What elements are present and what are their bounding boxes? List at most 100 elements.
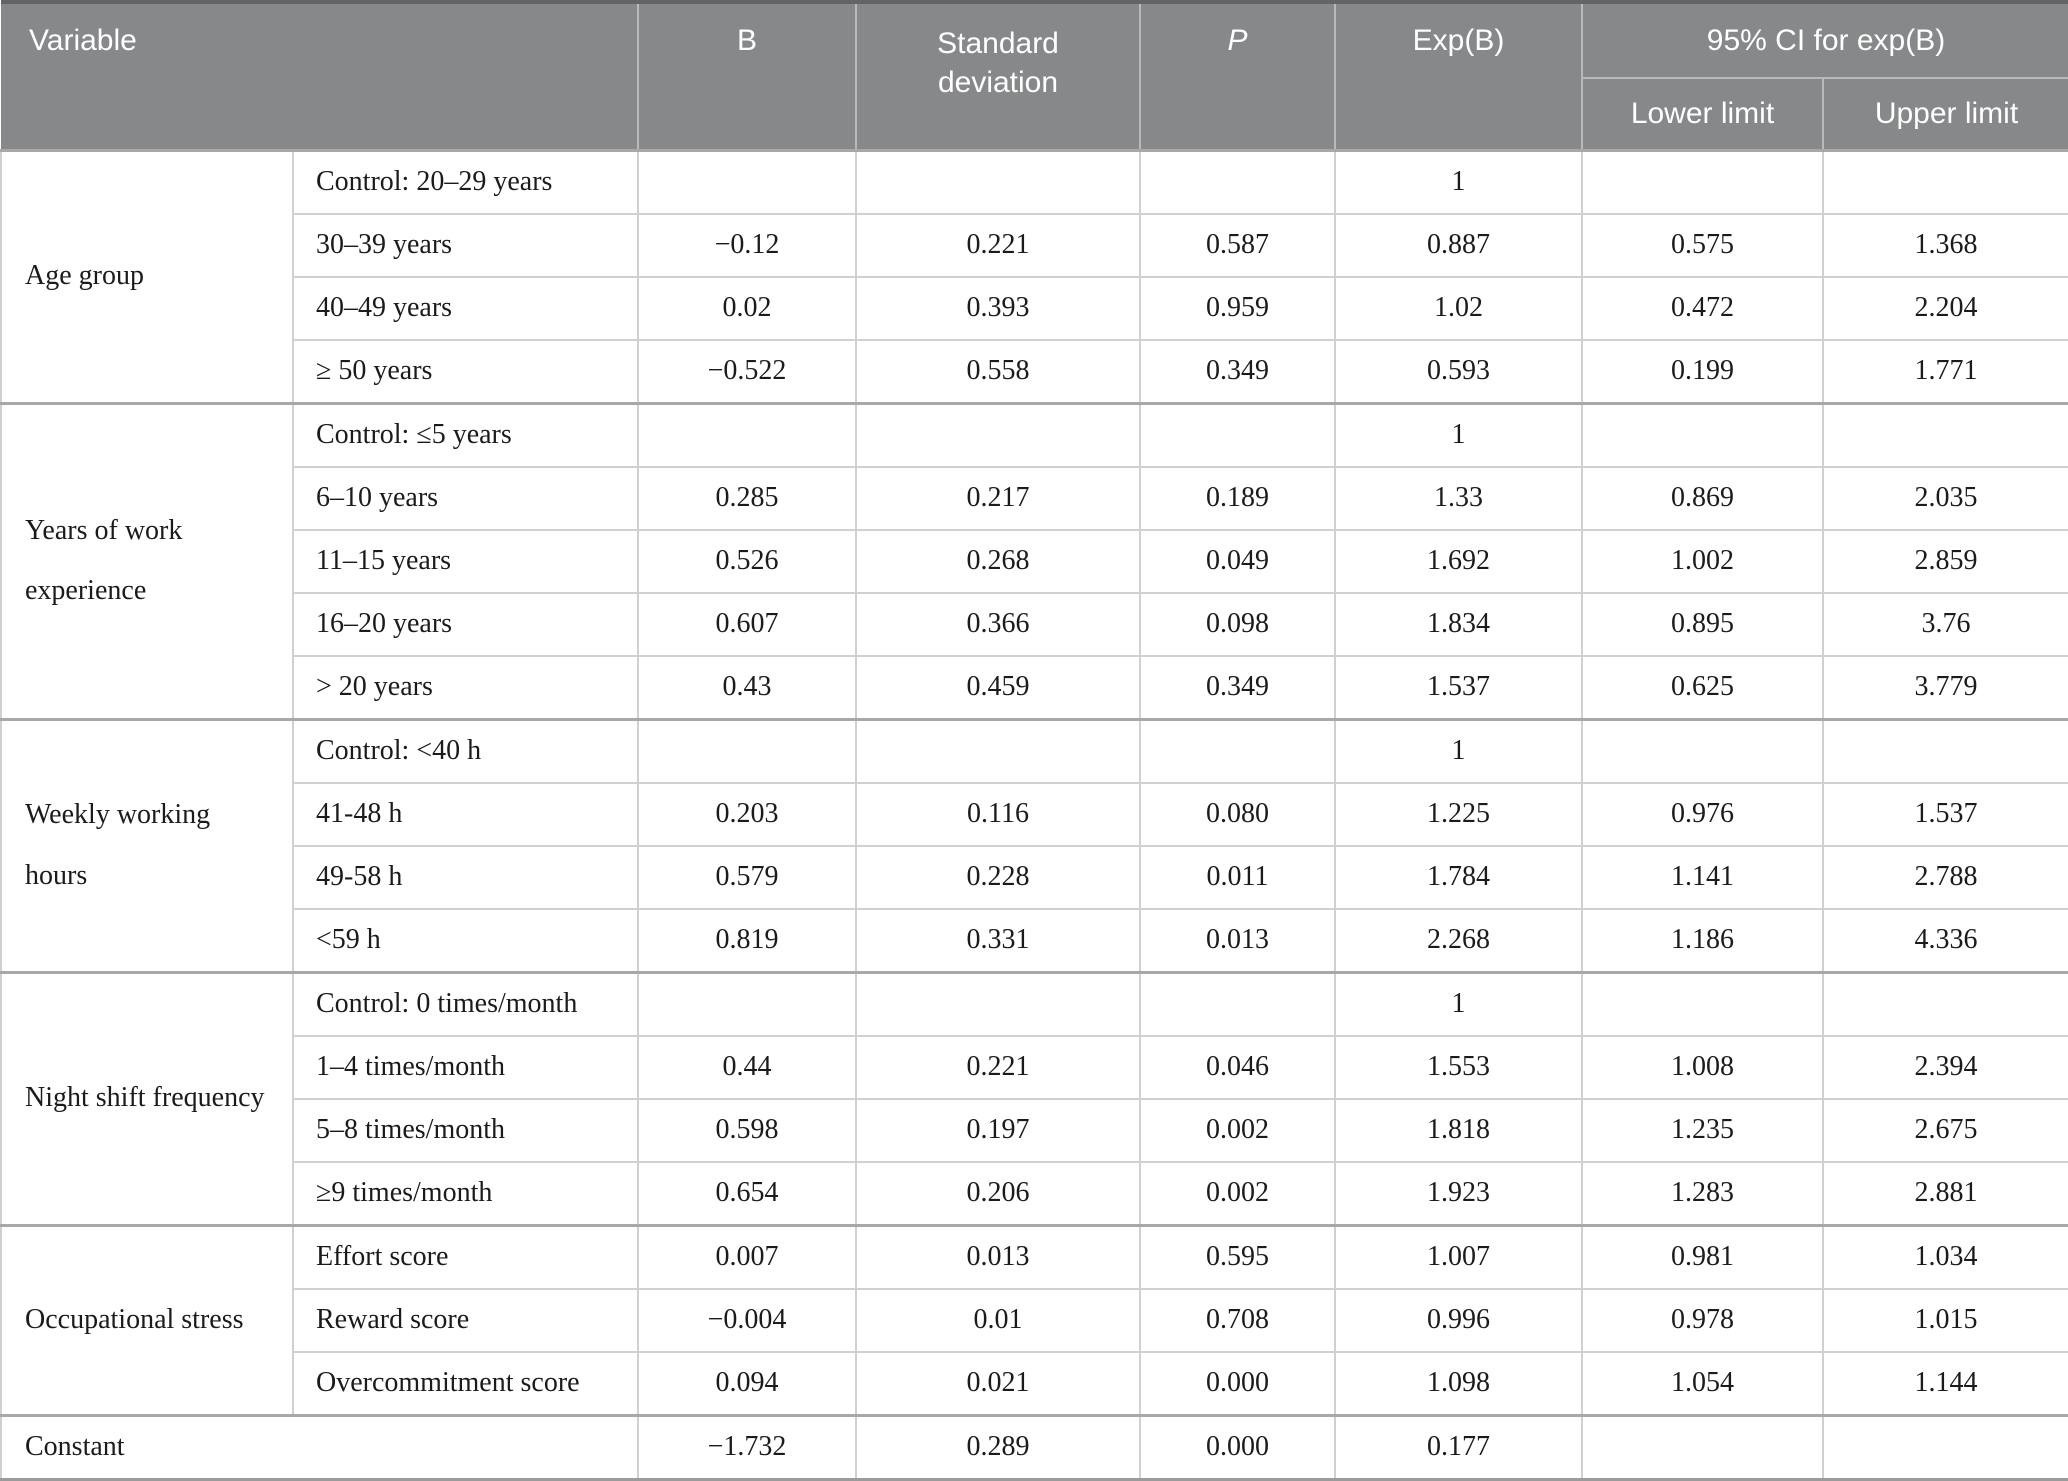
sd-value-cell: 0.221 <box>855 212 1141 278</box>
exp-b-value-cell: 1.923 <box>1334 1160 1583 1226</box>
ci-lower-cell: 0.575 <box>1581 212 1824 278</box>
ci-upper-cell <box>1821 148 2068 215</box>
sd-value-cell <box>855 717 1141 784</box>
p-value-cell <box>1139 148 1336 215</box>
category-cell: Control: 0 times/month <box>292 970 639 1037</box>
ci-upper-cell: 1.537 <box>1821 781 2068 847</box>
sd-value-cell: 0.331 <box>855 907 1141 973</box>
exp-b-value-cell: 1.818 <box>1334 1097 1583 1163</box>
b-value-cell <box>637 401 857 468</box>
p-value-cell: 0.349 <box>1139 654 1336 720</box>
category-cell: 40–49 years <box>292 275 639 341</box>
ci-upper-cell <box>1821 1413 2068 1481</box>
sd-value-cell: 0.366 <box>855 591 1141 657</box>
exp-b-value-cell: 0.887 <box>1334 212 1583 278</box>
sd-value-cell: 0.459 <box>855 654 1141 720</box>
p-value-cell: 0.049 <box>1139 528 1336 594</box>
sd-value-cell: 0.206 <box>855 1160 1141 1226</box>
ci-upper-cell: 1.034 <box>1821 1223 2068 1290</box>
exp-b-value-cell: 1 <box>1334 970 1583 1037</box>
sd-value-cell: 0.558 <box>855 338 1141 404</box>
p-value-cell: 0.098 <box>1139 591 1336 657</box>
header-row-main: Variable B Standard deviation P Exp(B) 9… <box>1 0 2068 150</box>
p-value-cell: 0.189 <box>1139 465 1336 531</box>
p-value-cell: 0.080 <box>1139 781 1336 847</box>
table-row: <59 h 0.819 0.331 0.013 2.268 1.186 4.33… <box>1 907 2068 973</box>
exp-b-value-cell: 1.02 <box>1334 275 1583 341</box>
category-cell: Control: <40 h <box>292 717 639 784</box>
ci-upper-cell: 1.368 <box>1821 212 2068 278</box>
ci-upper-cell: 2.035 <box>1821 465 2068 531</box>
category-cell: <59 h <box>292 907 639 973</box>
sd-value-cell <box>855 970 1141 1037</box>
exp-b-value-cell: 1 <box>1334 401 1583 468</box>
exp-b-value-cell: 1.834 <box>1334 591 1583 657</box>
table-row: Occupational stress Effort score 0.007 0… <box>0 1223 2068 1416</box>
ci-upper-cell <box>1821 970 2068 1037</box>
category-cell: Control: ≤5 years <box>292 401 639 468</box>
category-cell: ≥9 times/month <box>292 1160 639 1226</box>
exp-b-value-cell: 1.784 <box>1334 844 1583 910</box>
exp-b-value-cell: 1.007 <box>1334 1223 1583 1290</box>
p-value-cell: 0.708 <box>1139 1287 1336 1353</box>
ci-upper-cell: 2.394 <box>1821 1034 2068 1100</box>
exp-b-value-cell: 2.268 <box>1334 907 1583 973</box>
b-value-cell: 0.598 <box>637 1097 857 1163</box>
ci-upper-cell: 3.76 <box>1821 591 2068 657</box>
table-row: 5–8 times/month 0.598 0.197 0.002 1.818 … <box>1 1097 2068 1163</box>
b-value-cell: 0.285 <box>637 465 857 531</box>
p-value-cell: 0.595 <box>1139 1223 1336 1290</box>
b-value-cell <box>637 148 857 215</box>
category-cell: 16–20 years <box>292 591 639 657</box>
header-ci: 95% CI for exp(B) <box>1580 0 2068 79</box>
ci-lower-cell: 0.976 <box>1581 781 1824 847</box>
p-value-cell: 0.000 <box>1139 1413 1336 1481</box>
table-row: 41-48 h 0.203 0.116 0.080 1.225 0.976 1.… <box>1 781 2068 847</box>
ci-lower-cell: 1.283 <box>1581 1160 1824 1226</box>
ci-lower-cell <box>1581 148 1824 215</box>
ci-lower-cell <box>1581 970 1824 1037</box>
b-value-cell: 0.203 <box>637 781 857 847</box>
ci-lower-cell: 0.625 <box>1581 654 1824 720</box>
ci-upper-cell: 2.675 <box>1821 1097 2068 1163</box>
ci-lower-cell: 0.978 <box>1581 1287 1824 1353</box>
ci-upper-cell: 1.015 <box>1821 1287 2068 1353</box>
sd-value-cell: 0.217 <box>855 465 1141 531</box>
ci-lower-cell: 0.869 <box>1581 465 1824 531</box>
ci-lower-cell: 1.008 <box>1581 1034 1824 1100</box>
exp-b-value-cell: 1.692 <box>1334 528 1583 594</box>
p-value-cell: 0.002 <box>1139 1160 1336 1226</box>
table-row: 11–15 years 0.526 0.268 0.049 1.692 1.00… <box>1 528 2068 594</box>
ci-lower-cell <box>1581 717 1824 784</box>
exp-b-value-cell: 1 <box>1334 717 1583 784</box>
ci-lower-cell: 1.054 <box>1581 1350 1824 1416</box>
p-value-cell: 0.011 <box>1139 844 1336 910</box>
ci-lower-cell <box>1581 1413 1824 1481</box>
group-cell: Years of work experience <box>0 401 294 720</box>
table-row: Age group Control: 20–29 years 1 <box>0 148 2068 404</box>
constant-label-cell: Constant <box>0 1413 639 1481</box>
p-value-cell: 0.587 <box>1139 212 1336 278</box>
p-value-cell: 0.349 <box>1139 338 1336 404</box>
exp-b-value-cell: 1.098 <box>1334 1350 1583 1416</box>
p-value-cell: 0.959 <box>1139 275 1336 341</box>
group-cell: Weekly working hours <box>0 717 294 973</box>
table-row: 16–20 years 0.607 0.366 0.098 1.834 0.89… <box>1 591 2068 657</box>
header-exp-b: Exp(B) <box>1334 0 1582 150</box>
exp-b-value-cell: 1 <box>1334 148 1583 215</box>
section-weekly-hours: Weekly working hours Control: <40 h 1 41… <box>0 717 2068 973</box>
table-row: 6–10 years 0.285 0.217 0.189 1.33 0.869 … <box>1 465 2068 531</box>
sd-value-cell: 0.221 <box>855 1034 1141 1100</box>
section-occupational-stress: Occupational stress Effort score 0.007 0… <box>0 1223 2068 1416</box>
b-value-cell: 0.44 <box>637 1034 857 1100</box>
b-value-cell: −1.732 <box>637 1413 857 1481</box>
category-cell: 1–4 times/month <box>292 1034 639 1100</box>
category-cell: Effort score <box>292 1223 639 1290</box>
exp-b-value-cell: 1.225 <box>1334 781 1583 847</box>
table-row: Years of work experience Control: ≤5 yea… <box>0 401 2068 720</box>
section-night-shift: Night shift frequency Control: 0 times/m… <box>0 970 2068 1226</box>
category-cell: Reward score <box>292 1287 639 1353</box>
b-value-cell <box>637 970 857 1037</box>
header-p: P <box>1139 0 1335 150</box>
b-value-cell: 0.02 <box>637 275 857 341</box>
